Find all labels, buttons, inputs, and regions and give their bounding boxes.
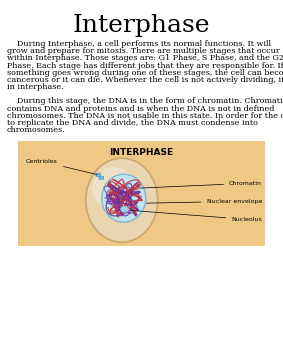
Text: contains DNA and proteins and is when the DNA is not in defined: contains DNA and proteins and is when th… xyxy=(7,105,275,113)
FancyBboxPatch shape xyxy=(99,176,104,179)
Text: INTERPHASE: INTERPHASE xyxy=(110,148,173,158)
Text: chromosomes.: chromosomes. xyxy=(7,126,66,134)
Text: in interphase.: in interphase. xyxy=(7,83,64,91)
Text: Phase. Each stage has different jobs that they are responsible for. If: Phase. Each stage has different jobs tha… xyxy=(7,62,283,70)
Ellipse shape xyxy=(86,158,158,242)
Text: Interphase: Interphase xyxy=(73,14,210,37)
Text: something goes wrong during one of these stages, the cell can become: something goes wrong during one of these… xyxy=(7,69,283,77)
Text: grow and prepare for mitosis. There are multiple stages that occur: grow and prepare for mitosis. There are … xyxy=(7,47,280,55)
Bar xyxy=(18,141,265,246)
Ellipse shape xyxy=(121,206,129,212)
FancyBboxPatch shape xyxy=(96,173,100,176)
Ellipse shape xyxy=(102,174,146,222)
Text: Nucleolus: Nucleolus xyxy=(132,210,262,222)
Text: Nuclear envelope: Nuclear envelope xyxy=(146,199,262,204)
Ellipse shape xyxy=(92,167,135,209)
Text: Chromatin: Chromatin xyxy=(140,181,262,188)
Text: During this stage, the DNA is in the form of chromatin. Chromatin: During this stage, the DNA is in the for… xyxy=(7,97,283,105)
Text: Centrioles: Centrioles xyxy=(26,159,97,175)
Text: During Interphase, a cell performs its normal functions. It will: During Interphase, a cell performs its n… xyxy=(7,40,271,48)
Text: to replicate the DNA and divide, the DNA must condense into: to replicate the DNA and divide, the DNA… xyxy=(7,119,258,127)
Text: cancerous or it can die. Whenever the cell is not actively dividing, it is: cancerous or it can die. Whenever the ce… xyxy=(7,76,283,84)
Text: within Interphase. Those stages are: G1 Phase, S Phase, and the G2: within Interphase. Those stages are: G1 … xyxy=(7,54,283,62)
Text: chromosomes. The DNA is not usable in this state. In order for the cell: chromosomes. The DNA is not usable in th… xyxy=(7,112,283,120)
